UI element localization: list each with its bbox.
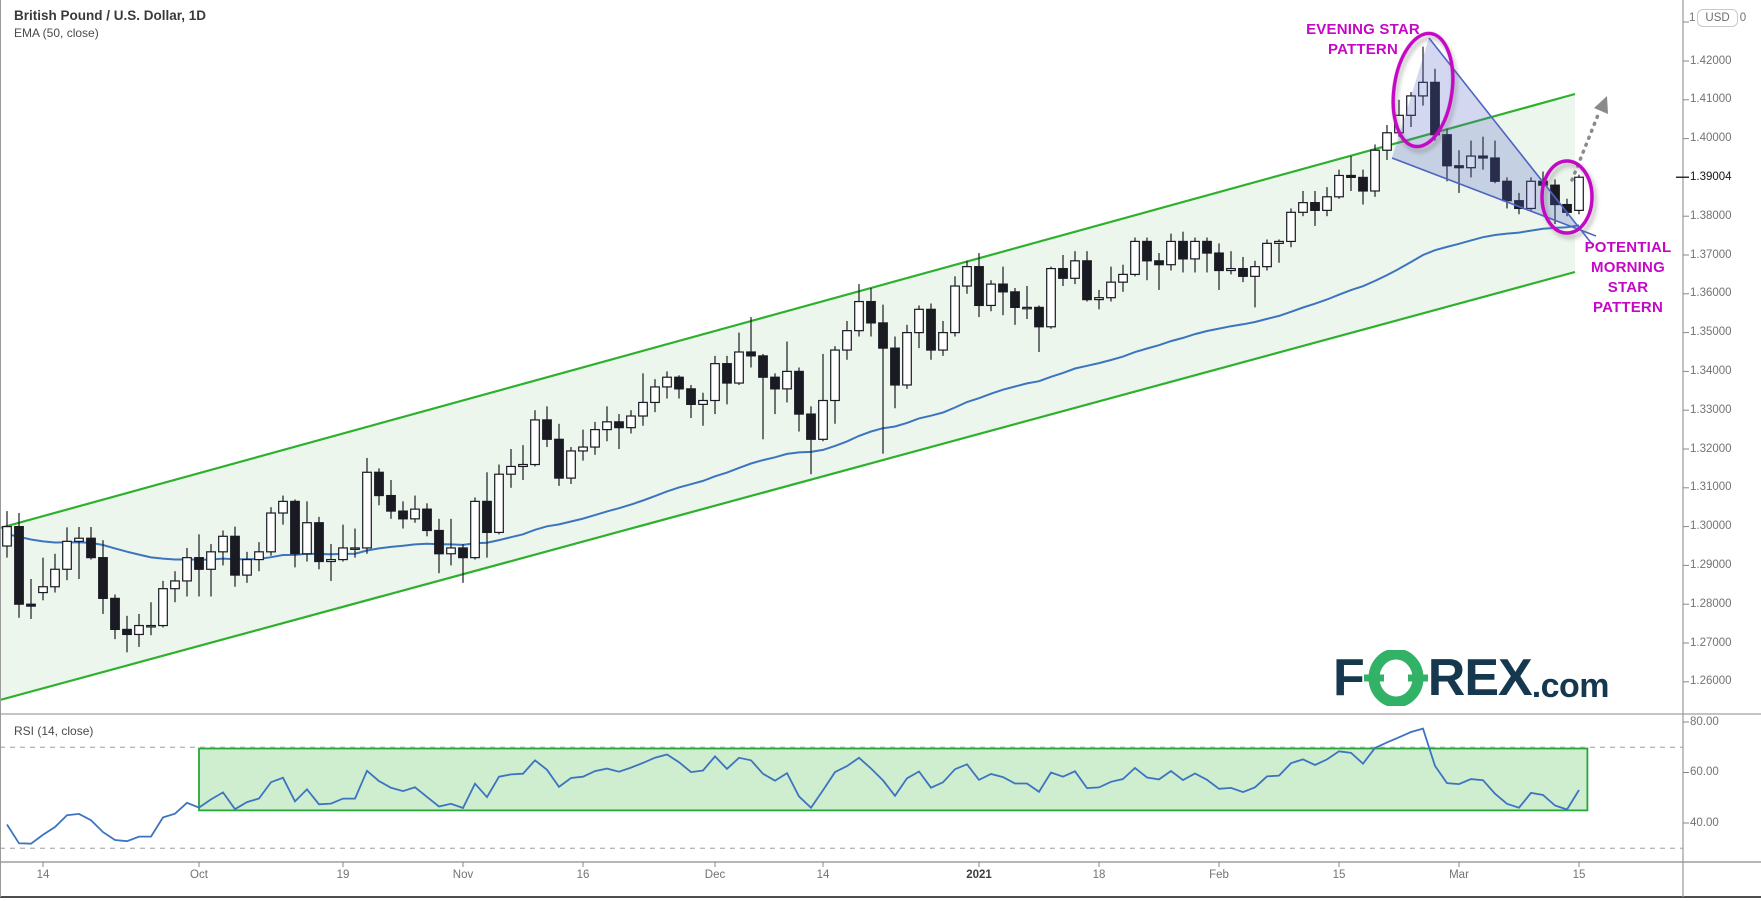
logo-letter-f: F (1333, 649, 1365, 707)
usd-unit-button[interactable]: USD (1697, 9, 1738, 27)
price-tick-1.32000: 1.32000 (1690, 442, 1732, 455)
rsi-indicator-label: RSI (14, close) (14, 724, 94, 738)
time-label-19: 19 (336, 869, 350, 881)
symbol-title: British Pound / U.S. Dollar, 1D (14, 8, 207, 23)
morning-star-text-line-3: STAR (1607, 279, 1649, 296)
breakout-arrow-shaft[interactable] (1570, 113, 1600, 182)
time-label-15: 15 (1332, 869, 1346, 881)
price-tick-1.30000: 1.30000 (1690, 520, 1732, 533)
time-label-Feb: Feb (1209, 869, 1229, 881)
time-label-2021: 2021 (966, 869, 992, 881)
time-label-14: 14 (36, 869, 50, 881)
rsi-range-box[interactable] (198, 747, 1589, 812)
evening-star-annotation[interactable]: EVENING STAR PATTERN (1293, 20, 1433, 60)
price-tick-1.36000: 1.36000 (1690, 287, 1732, 300)
last-price-label: 1.39004 (1690, 171, 1732, 183)
morning-star-text-line-4: PATTERN (1592, 299, 1663, 316)
ema-line[interactable] (6, 224, 1580, 561)
morning-star-text-line-2: MORNING (1591, 259, 1665, 276)
logo-letters-rex: REX (1427, 649, 1533, 707)
price-tick-1.41000: 1.41000 (1690, 93, 1732, 106)
rsi-tick-60: 60.00 (1690, 766, 1719, 778)
rsi-line[interactable] (6, 727, 1580, 845)
time-label-Oct: Oct (190, 869, 208, 881)
time-label-18: 18 (1092, 869, 1106, 881)
time-label-15: 15 (1572, 869, 1586, 881)
evening-star-text-line-2: PATTERN (1327, 41, 1398, 58)
price-tick-1.34000: 1.34000 (1690, 364, 1732, 377)
time-label-Nov: Nov (452, 869, 474, 881)
price-tick-1.40000: 1.40000 (1690, 132, 1732, 145)
price-tick-1.26000: 1.26000 (1690, 675, 1732, 688)
ema-indicator-label: EMA (50, close) (14, 26, 99, 40)
price-tick-1.33000: 1.33000 (1690, 403, 1732, 416)
candles[interactable] (2, 46, 1584, 653)
evening-star-circle[interactable] (1386, 30, 1459, 151)
top-tick-right-digit: 0 (1739, 12, 1747, 24)
price-tick-1.29000: 1.29000 (1690, 558, 1732, 571)
forex-logo: F REX .com (1333, 649, 1610, 707)
time-label-14: 14 (816, 869, 830, 881)
price-tick-1.28000: 1.28000 (1690, 597, 1732, 610)
price-axis-unit-row: 1 USD 0 (1689, 9, 1746, 27)
logo-dot-com: .com (1531, 667, 1610, 705)
wedge-fill[interactable] (1392, 38, 1580, 230)
time-label-16: 16 (576, 869, 590, 881)
morning-star-text-line-1: POTENTIAL (1584, 239, 1672, 256)
evening-star-text-line-1: EVENING STAR (1306, 21, 1420, 38)
forex-logo-o-icon (1363, 650, 1428, 706)
wedge-lower-edge[interactable] (1391, 157, 1597, 237)
price-tick-1.38000: 1.38000 (1690, 209, 1732, 222)
morning-star-annotation[interactable]: POTENTIAL MORNING STAR PATTERN (1560, 238, 1696, 318)
top-tick-left-digit: 1 (1689, 12, 1696, 24)
price-tick-1.42000: 1.42000 (1690, 54, 1732, 67)
morning-star-circle[interactable] (1540, 159, 1594, 235)
price-tick-1.31000: 1.31000 (1690, 481, 1732, 494)
wedge-upper-edge[interactable] (1428, 37, 1593, 245)
time-label-Dec: Dec (704, 869, 726, 881)
rsi-tick-40: 40.00 (1690, 816, 1719, 829)
time-label-Mar: Mar (1449, 869, 1469, 881)
price-tick-1.27000: 1.27000 (1690, 636, 1732, 649)
breakout-arrow-head[interactable] (1594, 96, 1608, 114)
price-tick-1.35000: 1.35000 (1690, 326, 1732, 339)
price-tick-1.37000: 1.37000 (1690, 248, 1732, 261)
channel-lower-line[interactable] (0, 270, 1576, 702)
channel-upper-line[interactable] (0, 92, 1576, 530)
rsi-tick-80: 80.00 (1690, 715, 1719, 728)
